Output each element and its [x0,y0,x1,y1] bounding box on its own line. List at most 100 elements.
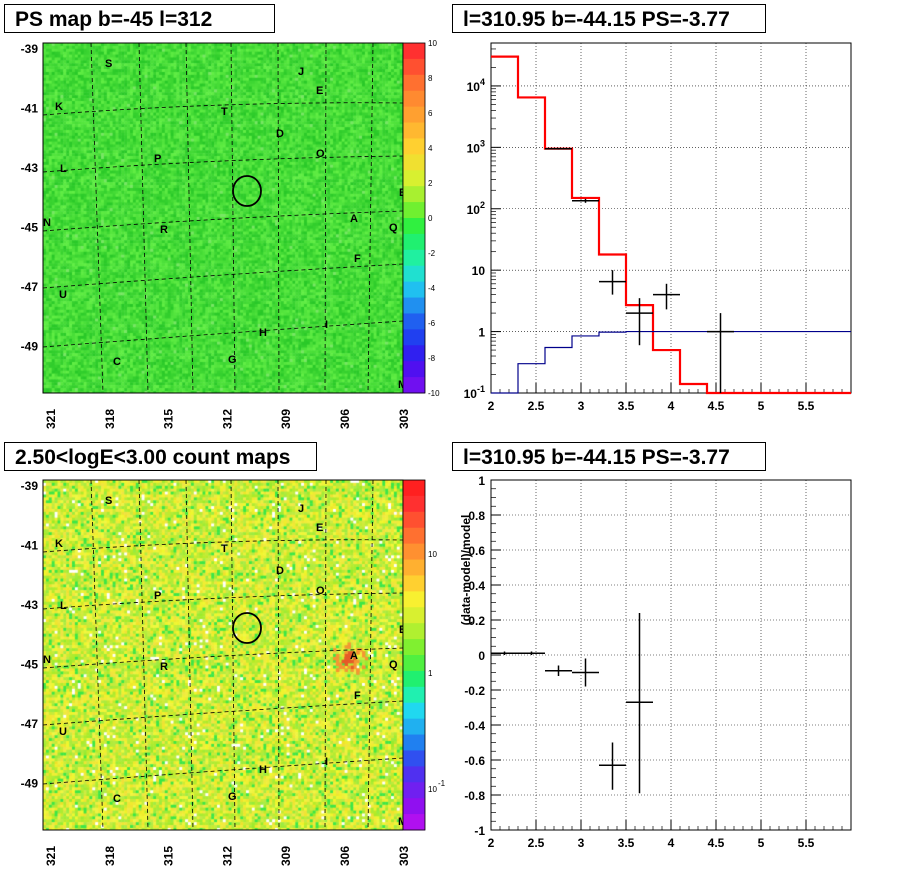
colorbar-segment [403,798,425,815]
map-grid-longitude [324,479,327,831]
y-tick-exponent: -1 [477,384,485,394]
map-grid-longitude [367,42,374,394]
map-label: N [43,654,51,666]
map-label: A [350,213,358,225]
colorbar-segment [403,686,425,704]
colorbar-segment [403,527,425,545]
map-label: R [160,661,168,673]
y-tick-exponent: 3 [480,138,485,148]
map-label: P [154,590,161,602]
x-tick-label: 4 [668,836,675,850]
residual-plot: 2 2.5 3 3.5 4 4.5 5 5.5 1 0.8 0.6 0.4 0.2 0 -0.2 -0.4 -0… [459,474,852,850]
map-label: A [350,650,358,662]
y-tick-label: -0.2 [464,684,485,698]
y-tick-label: 0 [478,649,485,663]
map-grid-longitude [230,42,236,394]
source-circle [232,612,262,644]
map-label: I [325,319,328,331]
colorbar-tick-label: 10 [428,550,437,559]
colorbar-tick-label: -10 [428,389,440,398]
colorbar-segment [403,122,425,139]
map-x-tick-label: 321 [44,846,58,866]
map-label: N [43,217,51,229]
colorbar-segment [403,575,425,592]
map-label: K [55,101,63,113]
map-y-tick-label: -39 [21,42,39,56]
colorbar-segment [403,170,425,187]
map-y-tick-label: -43 [21,161,39,175]
map-label: M [398,379,407,391]
map-grid-longitude [277,42,280,394]
map-y-tick-label: -43 [21,598,39,612]
map-label: F [354,690,361,702]
colorbar-tick-label: 2 [428,179,433,188]
colorbar-segment [403,511,425,529]
map-label: S [105,495,112,507]
y-tick-label: 0.6 [468,544,485,558]
colorbar-tick-label: -1 [438,779,446,788]
map-label: Q [389,659,398,671]
map-label: I [325,756,328,768]
residual-title: l=310.95 b=-44.15 PS=-3.77 [452,442,766,471]
map-x-tick-label: 306 [338,846,352,866]
map-y-tick-label: -41 [21,539,39,553]
colorbar-segment [403,202,425,219]
map-y-tick-label: -47 [21,280,39,294]
model-ps-line [491,330,851,394]
colorbar-segment [403,670,425,688]
map-label: D [276,128,284,140]
map-y-tick-label: -41 [21,102,39,116]
y-axis-title: (data-model)/model [459,515,473,626]
map-x-tick-label: 315 [162,846,176,866]
colorbar-tick-label: 10 [428,785,437,794]
map-grid-longitude [90,479,104,831]
colorbar-segment [403,233,425,251]
map-label: U [59,726,67,738]
map-label: C [113,356,121,368]
map-x-tick-label: 309 [279,846,293,866]
colorbar-tick-label: -2 [428,249,436,258]
map-label: U [59,289,67,301]
colorbar-tick-label: 1 [428,669,433,678]
map-grid-longitude [185,479,194,831]
map-y-tick-label: -45 [21,658,39,672]
map-x-tick-label: 321 [44,409,58,429]
colorbar-frame [402,479,426,831]
colorbar-segment [403,249,425,267]
colorbar-segment [403,281,425,299]
colorbar-segment [403,639,425,656]
colorbar-segment [403,90,425,108]
colorbar-segment [403,591,425,608]
map-label: P [154,153,161,165]
map-x-tick-label: 318 [103,846,117,866]
map-label: G [228,354,237,366]
colorbar-segment [403,154,425,171]
x-tick-label: 2.5 [528,399,545,413]
colorbar-segment [403,345,425,362]
map-y-tick-label: -49 [21,777,39,791]
map-label: E [316,522,323,534]
map-label: S [105,58,112,70]
x-tick-label: 5.5 [798,399,815,413]
colorbar-segment [403,814,425,831]
x-tick-label: 4.5 [708,399,725,413]
colorbar-segment [403,186,425,203]
colorbar-tick-label: -8 [428,354,436,363]
y-tick-label: 10 [472,264,486,278]
map-x-tick-label: 303 [397,846,411,866]
colorbar-segment [403,480,425,497]
colorbar-segment [403,495,425,513]
map-y-tick-label: -45 [21,221,39,235]
colorbar-segment [403,106,425,124]
colorbar-segment [403,58,425,76]
colorbar-segment [403,734,425,751]
map-label: T [221,543,228,555]
colorbar-segment [403,559,425,576]
colorbar-tick-label: -6 [428,319,436,328]
map-x-tick-label: 306 [338,409,352,429]
colorbar-segment [403,361,425,378]
colorbar-tick-label: 6 [428,109,433,118]
